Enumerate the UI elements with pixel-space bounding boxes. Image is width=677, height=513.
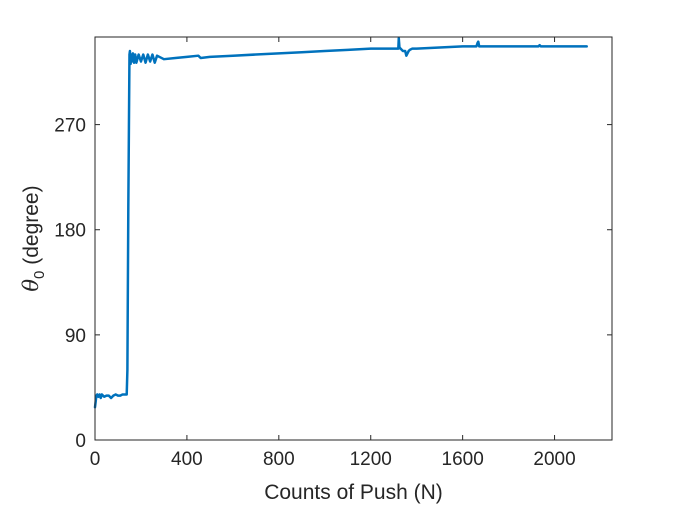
y-axis-title-symbol: θ xyxy=(19,279,43,292)
x-tick-labels: 0 400 800 1200 1600 2000 xyxy=(90,449,576,470)
y-tick-label: 0 xyxy=(75,431,86,452)
x-tick-label: 400 xyxy=(171,449,203,470)
x-tick-label: 1200 xyxy=(350,449,392,470)
plot-background xyxy=(95,37,612,440)
y-axis-title: θ0 (degree) xyxy=(19,185,48,291)
y-axis-title-subscript: 0 xyxy=(31,271,48,279)
y-tick-label: 180 xyxy=(54,221,86,242)
x-axis-title: Counts of Push (N) xyxy=(264,481,443,504)
x-tick-label: 1600 xyxy=(442,449,484,470)
series-group xyxy=(93,36,588,409)
plot-frame xyxy=(94,36,613,441)
x-tick-label: 800 xyxy=(263,449,295,470)
y-tick-label: 90 xyxy=(65,326,86,347)
series-line xyxy=(93,36,588,409)
y-tick-labels: 0 90 180 270 xyxy=(54,116,86,452)
y-axis-title-text: (degree) xyxy=(20,185,43,270)
y-tick-label: 270 xyxy=(54,116,86,137)
x-tick-label: 2000 xyxy=(533,449,575,470)
x-tick-label: 0 xyxy=(90,449,101,470)
